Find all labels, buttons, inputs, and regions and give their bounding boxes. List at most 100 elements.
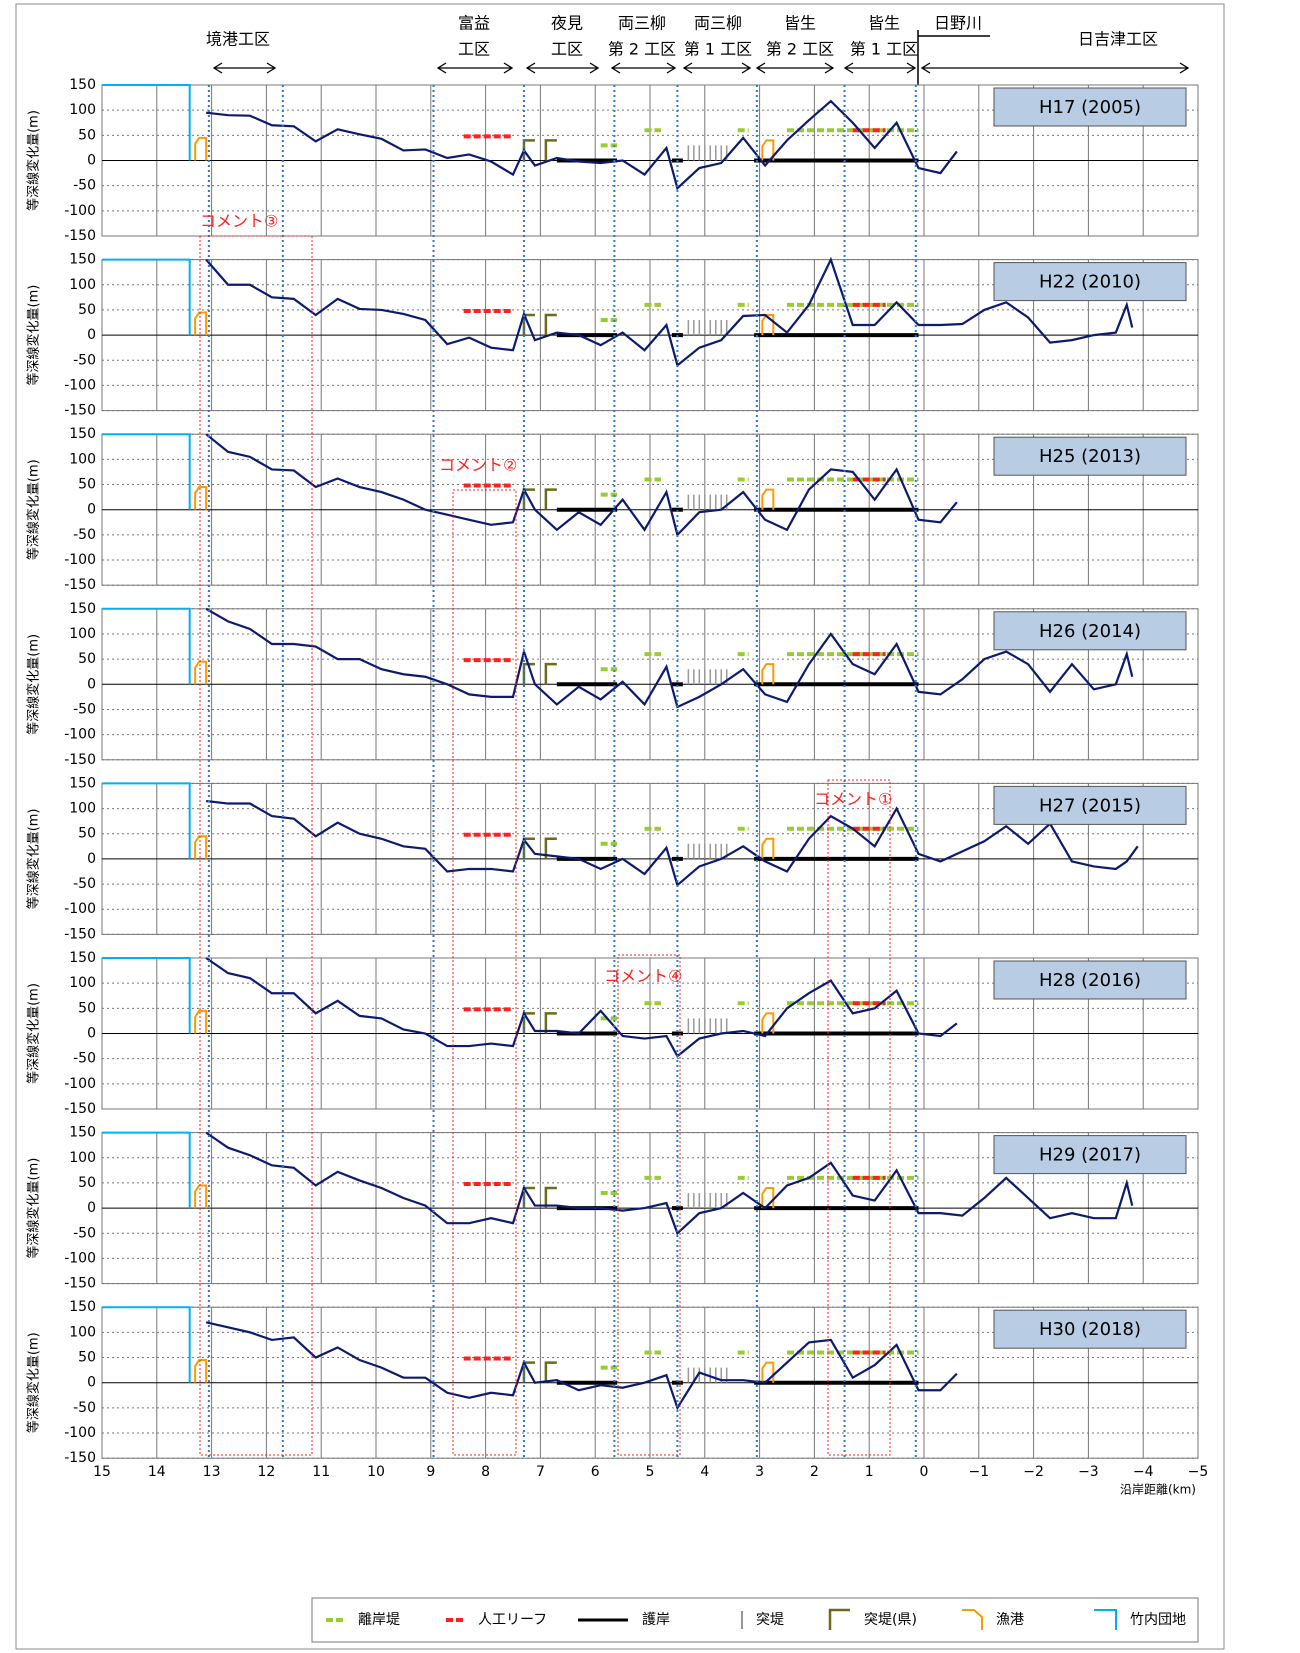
y-axis-label: 等深線変化量(m) xyxy=(26,808,42,909)
y-tick-label: 100 xyxy=(69,102,96,118)
y-tick-label: 50 xyxy=(78,1175,96,1191)
facility xyxy=(194,1009,208,1034)
section-label: 工区 xyxy=(458,40,490,59)
y-tick-label: 50 xyxy=(78,651,96,667)
section-label: 第 1 工区 xyxy=(684,40,752,59)
y-tick-label: -100 xyxy=(64,1076,96,1092)
legend-label: 護岸 xyxy=(642,1612,670,1628)
facility xyxy=(194,1184,208,1209)
facility xyxy=(687,320,728,336)
section-label: 両三柳 xyxy=(694,14,742,33)
facility xyxy=(544,1012,557,1034)
y-tick-label: 100 xyxy=(69,451,96,467)
y-tick-label: 0 xyxy=(87,153,96,169)
panel-title: H28 (2016) xyxy=(1039,970,1141,991)
panel-title-box xyxy=(993,1135,1187,1175)
panel-title-box xyxy=(993,262,1187,302)
panel-title-box xyxy=(993,1309,1187,1349)
section-label: 皆生 xyxy=(784,14,816,33)
data-line xyxy=(205,799,1139,888)
section-label: 工区 xyxy=(551,40,583,59)
legend-label: 突堤 xyxy=(756,1612,784,1628)
legend-label: 竹内団地 xyxy=(1130,1612,1186,1628)
x-tick-label: −2 xyxy=(1023,1464,1044,1480)
facility xyxy=(544,662,557,685)
x-tick-label: 10 xyxy=(367,1464,385,1480)
y-tick-label: 100 xyxy=(69,975,96,991)
section-label: 夜見 xyxy=(551,14,583,33)
facility xyxy=(687,145,728,161)
facility xyxy=(687,669,728,685)
y-tick-label: -50 xyxy=(73,1051,96,1067)
y-tick-label: 0 xyxy=(87,1200,96,1216)
section-arrow xyxy=(920,62,1190,74)
x-tick-label: 3 xyxy=(755,1464,764,1480)
y-tick-label: 100 xyxy=(69,801,96,817)
facility xyxy=(687,1193,728,1209)
facility xyxy=(687,1018,728,1034)
facility xyxy=(687,494,728,510)
panel: 150 100 50 0 -50 -100 -150 等深線変化量(m) H25 (2013) xyxy=(26,426,1199,593)
y-tick-label: 150 xyxy=(69,775,96,791)
y-tick-label: -150 xyxy=(64,403,96,419)
y-axis-label: 等深線変化量(m) xyxy=(26,983,42,1084)
facility xyxy=(544,1186,557,1209)
y-tick-label: 100 xyxy=(69,626,96,642)
panel: 150 100 50 0 -50 -100 -150 等深線変化量(m) H30 (2018) xyxy=(26,1299,1199,1466)
y-tick-label: -150 xyxy=(64,1276,96,1292)
y-tick-label: -100 xyxy=(64,901,96,917)
data-line xyxy=(205,1131,1134,1236)
section-arrow xyxy=(755,62,835,74)
x-tick-label: 8 xyxy=(481,1464,490,1480)
y-tick-label: -100 xyxy=(64,1250,96,1266)
facility xyxy=(544,139,557,161)
y-tick-label: 100 xyxy=(69,1150,96,1166)
facility xyxy=(687,843,728,859)
facility xyxy=(102,1306,191,1383)
panel-title-box xyxy=(993,436,1187,476)
facility xyxy=(102,607,191,685)
legend-marker xyxy=(1094,1609,1117,1630)
facility xyxy=(544,1361,557,1383)
comment-box xyxy=(452,489,517,1456)
section-label: 皆生 xyxy=(868,14,900,33)
y-tick-label: 100 xyxy=(69,277,96,293)
section-label: 日吉津工区 xyxy=(1078,30,1158,49)
legend-label: 漁港 xyxy=(996,1612,1024,1628)
y-tick-label: -50 xyxy=(73,352,96,368)
facility xyxy=(761,488,775,510)
comment-box xyxy=(617,954,681,1456)
facility xyxy=(544,837,557,859)
panel-title-box xyxy=(993,87,1187,127)
legend-label: 離岸堤 xyxy=(358,1611,400,1628)
y-tick-label: -50 xyxy=(73,1225,96,1241)
y-tick-label: -100 xyxy=(64,727,96,743)
panel-title: H27 (2015) xyxy=(1039,795,1141,816)
y-tick-label: 50 xyxy=(78,302,96,318)
frame xyxy=(15,3,1225,1650)
y-tick-label: -100 xyxy=(64,552,96,568)
y-axis-label: 等深線変化量(m) xyxy=(26,1158,42,1259)
facility xyxy=(522,662,535,685)
y-tick-label: -100 xyxy=(64,377,96,393)
x-tick-label: 6 xyxy=(591,1464,600,1480)
panel: 150 100 50 0 -50 -100 -150 等深線変化量(m) H28 (2016) xyxy=(26,950,1199,1117)
y-tick-label: 50 xyxy=(78,477,96,493)
comment-label: コメント④ xyxy=(604,967,682,986)
section-label: 両三柳 xyxy=(618,14,666,33)
x-tick-label: 15 xyxy=(93,1464,111,1480)
x-tick-label: 1 xyxy=(865,1464,874,1480)
panel-title-box xyxy=(993,785,1187,825)
x-tick-label: 13 xyxy=(203,1464,221,1480)
x-tick-label: −4 xyxy=(1133,1464,1154,1480)
x-tick-label: −5 xyxy=(1188,1464,1209,1480)
facility xyxy=(194,1359,208,1383)
y-tick-label: -100 xyxy=(64,1425,96,1441)
panel-title: H29 (2017) xyxy=(1039,1145,1141,1166)
facility xyxy=(194,486,208,510)
x-tick-label: 11 xyxy=(312,1464,330,1480)
facility xyxy=(194,311,208,336)
data-line xyxy=(205,99,958,191)
facility xyxy=(761,1186,775,1209)
